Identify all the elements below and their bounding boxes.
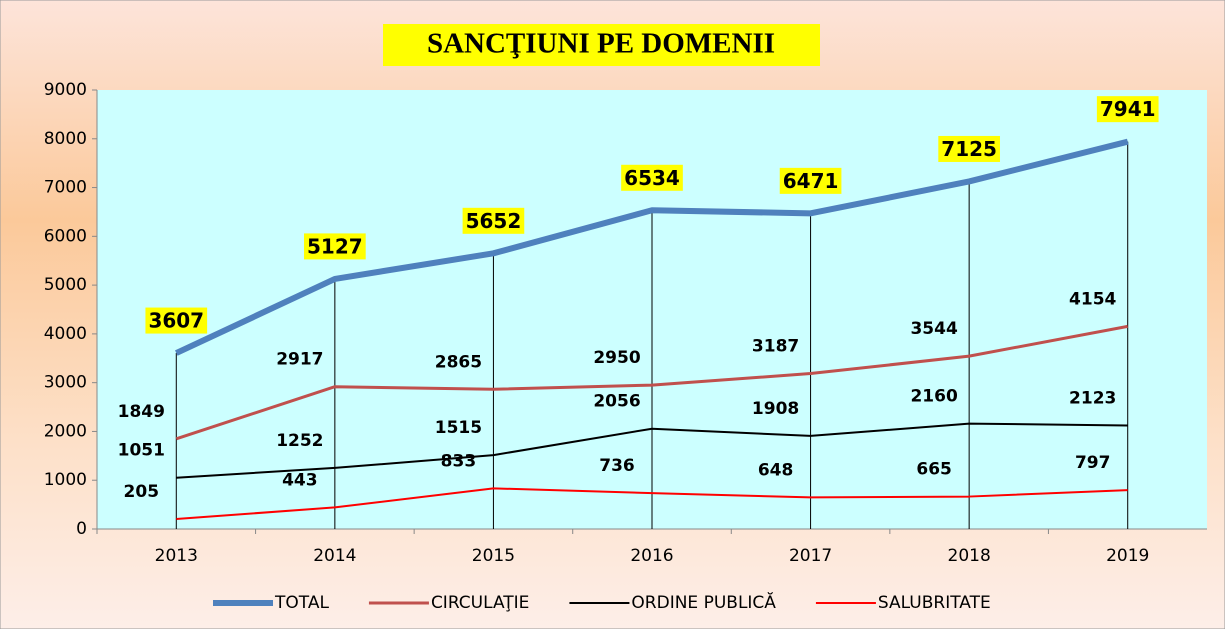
data-label: 2950 <box>593 348 640 368</box>
data-label: 2865 <box>435 352 482 372</box>
series-line <box>176 422 1128 479</box>
data-label: 665 <box>916 460 952 480</box>
legend-label: ORDINE PUBLICĂ <box>631 591 776 613</box>
data-label: 1849 <box>118 402 165 422</box>
chart-title: SANCŢIUNI PE DOMENII <box>427 28 775 60</box>
x-tick-label: 2018 <box>948 546 991 566</box>
data-label: 736 <box>599 456 635 476</box>
data-label: 7941 <box>1100 97 1156 121</box>
data-label: 205 <box>124 482 160 502</box>
y-tick-label: 1000 <box>44 470 87 490</box>
x-tick-label: 2016 <box>630 546 673 566</box>
x-tick-label: 2013 <box>155 546 198 566</box>
series-line <box>175 324 1128 441</box>
y-tick-label: 5000 <box>44 275 87 295</box>
data-label: 3544 <box>910 319 957 339</box>
y-tick-label: 7000 <box>44 178 87 198</box>
data-label: 2917 <box>276 350 323 370</box>
data-label-bg <box>462 207 525 234</box>
data-label: 1051 <box>118 441 165 461</box>
data-label: 833 <box>441 451 477 471</box>
y-tick-label: 9000 <box>44 80 87 100</box>
data-label-bg <box>938 135 1000 162</box>
data-label: 3187 <box>752 337 799 357</box>
legend-label: SALUBRITATE <box>878 593 991 613</box>
x-tick-label: 2014 <box>313 546 356 566</box>
legend-label: TOTAL <box>274 593 329 613</box>
data-label: 3607 <box>148 309 204 333</box>
title-bg <box>383 24 820 66</box>
data-label-bg <box>1096 96 1159 123</box>
data-label-bg <box>145 307 208 334</box>
data-label: 648 <box>758 460 794 480</box>
data-label: 2123 <box>1069 388 1116 408</box>
data-label: 1252 <box>276 431 323 451</box>
data-label: 1515 <box>435 418 482 438</box>
series-line <box>175 138 1129 356</box>
data-label: 443 <box>282 470 318 490</box>
series-line <box>176 487 1128 520</box>
y-tick-label: 3000 <box>44 373 87 393</box>
y-tick-label: 6000 <box>44 226 87 246</box>
data-label: 4154 <box>1069 289 1116 309</box>
data-label: 7125 <box>941 137 997 161</box>
data-label: 6471 <box>783 169 839 193</box>
x-tick-label: 2017 <box>789 546 832 566</box>
y-tick-label: 8000 <box>44 129 87 149</box>
data-label: 2056 <box>593 392 640 412</box>
x-tick-label: 2019 <box>1106 546 1149 566</box>
data-label: 5652 <box>466 209 522 233</box>
y-tick-label: 2000 <box>44 421 87 441</box>
data-label: 1908 <box>752 399 799 419</box>
y-tick-label: 4000 <box>44 324 87 344</box>
x-tick-label: 2015 <box>472 546 515 566</box>
data-label-bg <box>779 167 842 194</box>
data-label: 5127 <box>307 234 363 258</box>
legend-label: CIRCULAŢIE <box>431 593 529 613</box>
data-label: 797 <box>1075 453 1111 473</box>
data-label-bg <box>304 233 366 260</box>
data-label-bg <box>621 164 683 191</box>
data-label: 6534 <box>624 166 680 190</box>
y-tick-label: 0 <box>76 519 87 539</box>
data-label: 2160 <box>910 387 957 407</box>
